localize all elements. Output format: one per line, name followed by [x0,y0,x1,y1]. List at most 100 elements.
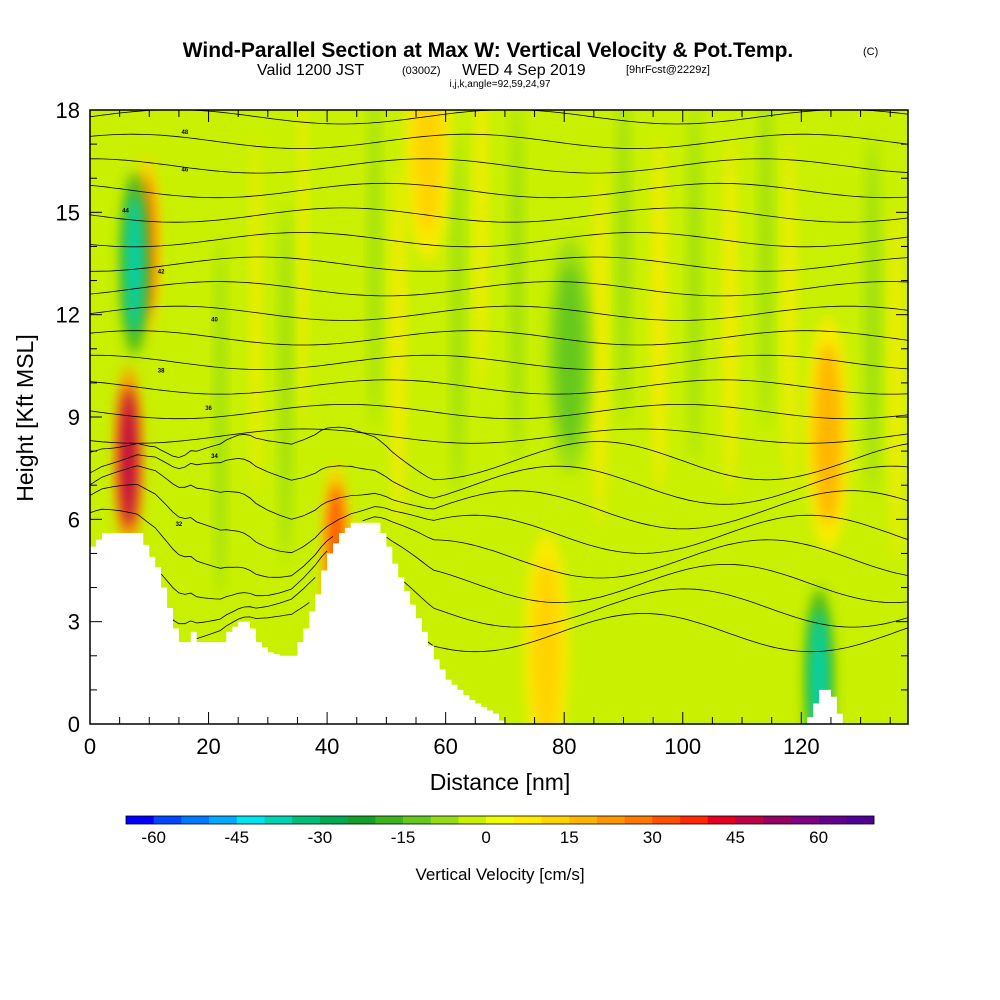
y-tick-label: 18 [56,98,80,123]
field-streak [592,168,607,529]
colorbar-label: Vertical Velocity [cm/s] [415,865,584,884]
chart-title: Wind-Parallel Section at Max W: Vertical… [183,39,794,62]
velocity-feature-core [810,609,829,724]
x-tick-label: 100 [664,734,701,759]
x-tick-label: 80 [552,734,576,759]
colorbar-swatch [790,816,819,824]
valid-zulu-label: (0300Z) [402,65,441,77]
field-streak [722,134,738,495]
x-axis-label: Distance [nm] [430,769,571,795]
isentrope-line [90,484,908,554]
isentrope-label: 44 [122,208,129,214]
velocity-feature-core [556,265,585,446]
colorbar-swatch [763,816,792,824]
axes: 0 20 40 60 80 100 120 0 3 6 9 12 15 18 [56,98,909,759]
colorbar-swatch [264,816,293,824]
field-streak [451,134,464,495]
forecast-label: [9hrFcst@2229z] [626,64,710,76]
colorbar-tick-label: 15 [560,828,579,847]
colorbar-tick-label: 0 [481,828,490,847]
colorbar-tick-label: -30 [308,828,333,847]
isentrope-line [90,428,908,444]
field-streak [759,110,772,427]
isentrope-label: 34 [211,454,218,460]
colorbar-swatch [236,816,265,824]
y-tick-label: 0 [68,712,80,737]
colorbar-tick-label: -60 [141,828,166,847]
y-axis-label: Height [Kft MSL] [12,334,38,501]
colorbar-tick-label: 60 [809,828,828,847]
colorbar-swatch [541,816,570,824]
isentrope-line [90,207,908,223]
colorbar-swatch [624,816,653,824]
isentrope-line [90,404,908,420]
y-tick-label: 6 [68,507,80,532]
isentrope-line [90,281,908,297]
x-tick-label: 0 [84,734,96,759]
x-tick-label: 40 [315,734,339,759]
isentrope-line [90,426,908,481]
x-tick-label: 60 [433,734,457,759]
title-block: Wind-Parallel Section at Max W: Vertical… [183,39,879,90]
y-tick-label: 3 [68,610,80,635]
field-streak [890,202,903,563]
isentrope-label: 42 [158,270,165,276]
velocity-feature-core [125,193,144,334]
field-streak [617,110,630,427]
colorbar-tick-label: 45 [726,828,745,847]
isentrope-line [90,354,908,371]
colorbar-swatch [735,816,764,824]
colorbar-frame [125,815,875,825]
grid-indices-label: i,j,k,angle=92,59,24,97 [450,79,551,90]
field-background [90,110,908,724]
field-streak [475,110,488,393]
field-streak [865,134,880,495]
colorbar-swatch [486,816,515,824]
terrain-mask [90,522,908,724]
isentrope-label: 32 [176,522,183,528]
colorbar-swatch [209,816,238,824]
isentrope-line [90,330,908,346]
y-tick-label: 9 [68,405,80,430]
isentrope-line [90,454,908,505]
colorbar-swatch [153,816,182,824]
isentrope-line [90,182,908,199]
valid-time-label: Valid 1200 JST [257,62,365,79]
copyright-mark: (C) [863,46,878,58]
isentrope-line [90,133,908,149]
isentrope-line [90,379,908,395]
isentrope-contours: 48464442403836343230 [90,110,908,653]
isentrope-line [160,536,908,604]
colorbar-swatch [513,816,542,824]
x-tick-label: 20 [196,734,220,759]
field-streak [391,168,406,529]
colorbar-swatch [430,816,459,824]
plot-area: 48464442403836343230 [90,110,908,724]
field-streak [783,134,796,495]
colorbar-swatch [181,816,210,824]
isentrope-line [196,602,908,653]
velocity-feature-core [813,344,842,525]
colorbar-swatch [846,816,875,824]
colorbar-swatch [707,816,736,824]
colorbar-swatch [403,816,432,824]
x-tick-label: 120 [783,734,820,759]
y-tick-label: 12 [56,303,80,328]
isentrope-line [172,577,908,628]
colorbar-tick-label: 30 [643,828,662,847]
colorbar-swatch [818,816,847,824]
field-streak [688,110,701,461]
colorbar-swatch [319,816,348,824]
colorbar-swatch [596,816,625,824]
y-tick-label: 15 [56,200,80,225]
colorbar-swatch [347,816,376,824]
velocity-feature-core [532,558,561,724]
colorbar-swatch [458,816,487,824]
colorbar-swatch [126,816,155,824]
colorbar-tick-label: -45 [225,828,250,847]
field-streak [299,110,308,427]
field-streak [251,134,261,495]
isentrope-line [90,256,908,272]
colorbar-tick-label: -15 [391,828,416,847]
